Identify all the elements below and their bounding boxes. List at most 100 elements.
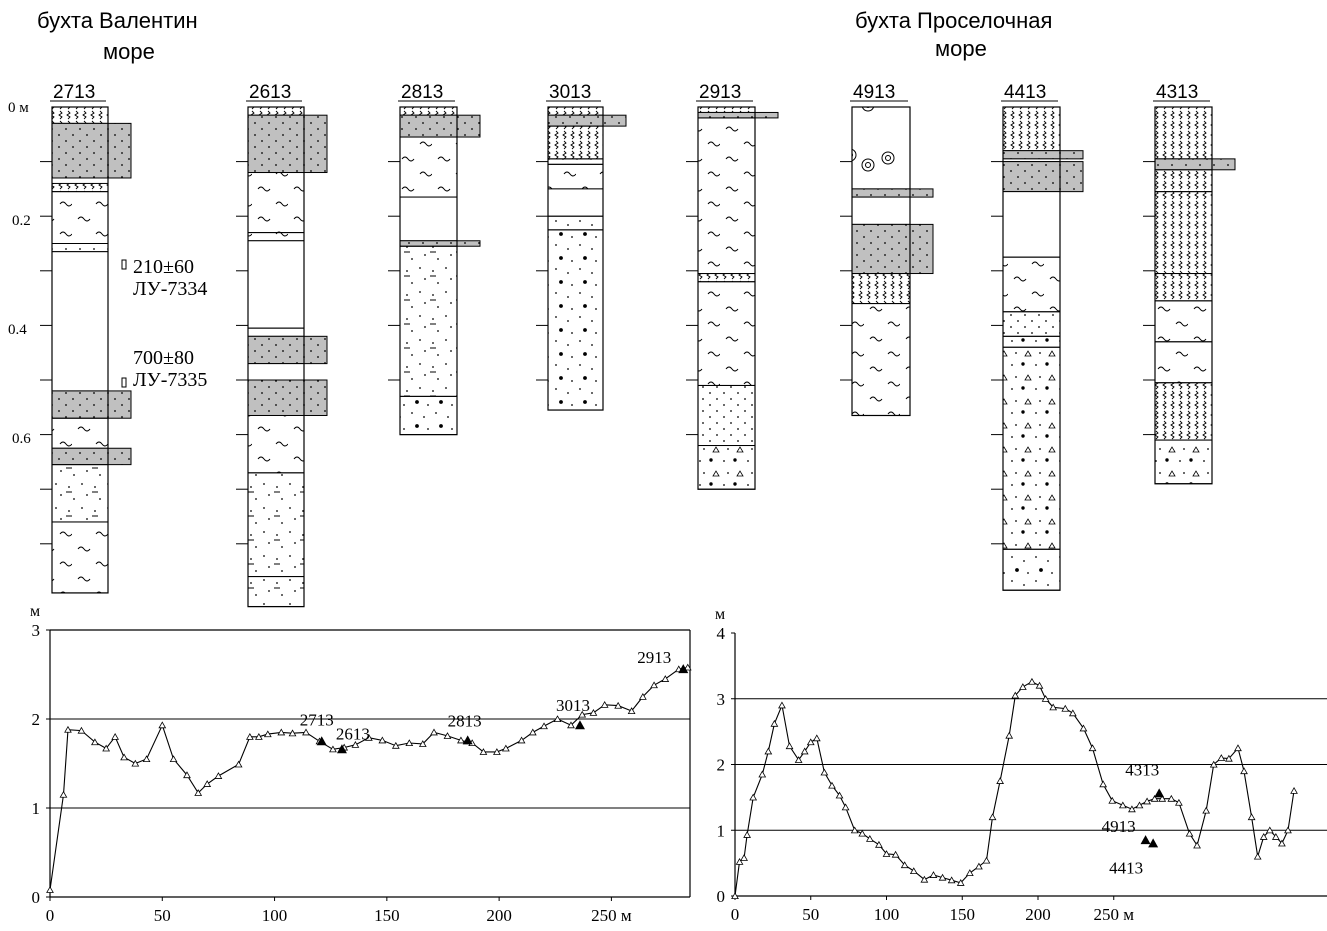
profile-point bbox=[457, 736, 465, 744]
profile-point bbox=[900, 861, 909, 869]
column-outline bbox=[1154, 106, 1213, 485]
y-tick-label: 0 bbox=[717, 887, 726, 906]
profile-point bbox=[1128, 805, 1136, 813]
layer-dots bbox=[697, 384, 756, 447]
layer-plain bbox=[247, 363, 305, 381]
section-point-2613 bbox=[336, 744, 347, 754]
layer-sand bbox=[247, 335, 328, 365]
y-tick-label: 4 bbox=[717, 624, 726, 643]
right-site-title: бухта Проселочная bbox=[855, 8, 1052, 33]
y-tick-label: 3 bbox=[717, 690, 726, 709]
profile-point bbox=[194, 789, 203, 796]
profile-point bbox=[1035, 681, 1044, 689]
layer-sand bbox=[1002, 150, 1084, 160]
column-outline bbox=[1002, 106, 1061, 591]
left-site-title: бухта Валентин bbox=[37, 8, 198, 33]
profile-point bbox=[443, 732, 452, 739]
profile-point bbox=[882, 850, 891, 857]
profile-line bbox=[734, 681, 1295, 897]
layer-silt bbox=[399, 136, 458, 198]
profile-point bbox=[828, 781, 836, 789]
left-site-subtitle: море bbox=[103, 39, 155, 64]
profile-point bbox=[683, 663, 692, 671]
profile-point bbox=[418, 740, 427, 747]
profile-point bbox=[183, 771, 191, 779]
stratigraphic-columns: 2713 2613 2813 3013 2913 4913 4413 4313 bbox=[40, 82, 1236, 608]
profile-point bbox=[996, 777, 1005, 784]
layer-sand bbox=[851, 223, 934, 275]
y-tick-label: 2 bbox=[717, 756, 726, 775]
profile-point bbox=[1240, 767, 1248, 775]
y-tick-label: 2 bbox=[32, 710, 41, 729]
column-label: 2613 bbox=[249, 82, 291, 103]
profile-point bbox=[1259, 833, 1268, 840]
profile-point bbox=[1041, 694, 1050, 702]
layer-peat bbox=[547, 125, 604, 160]
column-2813: 2813 bbox=[388, 82, 481, 436]
profile-point bbox=[263, 730, 272, 738]
layer-silt bbox=[247, 414, 305, 474]
profile-point bbox=[1234, 744, 1242, 752]
profile-point bbox=[758, 770, 767, 778]
column-2913: 2913 bbox=[686, 82, 779, 490]
layer-dotstri bbox=[697, 445, 756, 490]
profile-point bbox=[1193, 841, 1201, 849]
x-tick-label: 250 м bbox=[1093, 905, 1134, 924]
section-point-label: 3013 bbox=[556, 696, 590, 715]
profile-point bbox=[288, 729, 297, 737]
right-site-subtitle: море bbox=[935, 36, 987, 61]
profile-point bbox=[245, 732, 254, 740]
profile-point bbox=[638, 692, 647, 700]
profile-point bbox=[865, 834, 874, 842]
x-tick-label: 50 bbox=[802, 905, 819, 924]
profile-point bbox=[614, 701, 623, 709]
profile-point bbox=[142, 755, 151, 763]
profile-point bbox=[800, 747, 809, 755]
date-age-1: 210±60 bbox=[133, 256, 194, 278]
layer-dotsdash bbox=[247, 576, 305, 608]
layer-dots bbox=[547, 158, 604, 165]
profile-point bbox=[600, 700, 609, 708]
x-tick-label: 50 bbox=[154, 906, 171, 925]
profile-point bbox=[405, 739, 414, 747]
layer-dots bbox=[1002, 311, 1061, 337]
column-outline bbox=[851, 106, 911, 417]
profile-point bbox=[59, 790, 68, 798]
section-point-label: 2613 bbox=[336, 724, 370, 743]
section-point-label: 4413 bbox=[1109, 858, 1143, 877]
profile-point bbox=[1079, 724, 1088, 732]
x-tick-label: 0 bbox=[731, 905, 740, 924]
profile-point bbox=[1005, 731, 1014, 739]
profile-point bbox=[661, 675, 670, 682]
profile-point bbox=[820, 768, 829, 776]
profile-point bbox=[169, 755, 178, 763]
profile-point bbox=[131, 759, 140, 767]
y-tick-label: 3 bbox=[32, 621, 41, 640]
profile-point bbox=[430, 728, 438, 736]
profile-point bbox=[740, 854, 748, 861]
column-3013: 3013 bbox=[536, 82, 627, 411]
layer-sand bbox=[51, 390, 132, 419]
column-4413: 4413 bbox=[991, 82, 1084, 591]
profile-point bbox=[540, 722, 548, 730]
profile-point bbox=[1108, 796, 1117, 804]
profile-point bbox=[1088, 744, 1097, 752]
x-tick-label: 200 bbox=[486, 906, 512, 925]
profile-point bbox=[1174, 798, 1183, 806]
sample-marker bbox=[121, 377, 127, 388]
section-point-2913 bbox=[678, 664, 689, 674]
y-tick-label: 1 bbox=[717, 821, 726, 840]
column-label: 4313 bbox=[1156, 82, 1198, 103]
profile-point bbox=[1278, 839, 1286, 847]
layer-dotsbig bbox=[547, 229, 604, 411]
profile-point bbox=[764, 747, 773, 755]
layer-plain bbox=[51, 251, 109, 392]
profile-point bbox=[64, 725, 72, 733]
layer-sand bbox=[399, 114, 481, 138]
profile-point bbox=[479, 748, 488, 755]
layer-dotsdash bbox=[399, 245, 458, 397]
layer-peat bbox=[697, 106, 756, 113]
profile-point bbox=[770, 719, 779, 727]
section-point-label: 2813 bbox=[448, 711, 482, 730]
profile-point bbox=[1271, 833, 1280, 840]
